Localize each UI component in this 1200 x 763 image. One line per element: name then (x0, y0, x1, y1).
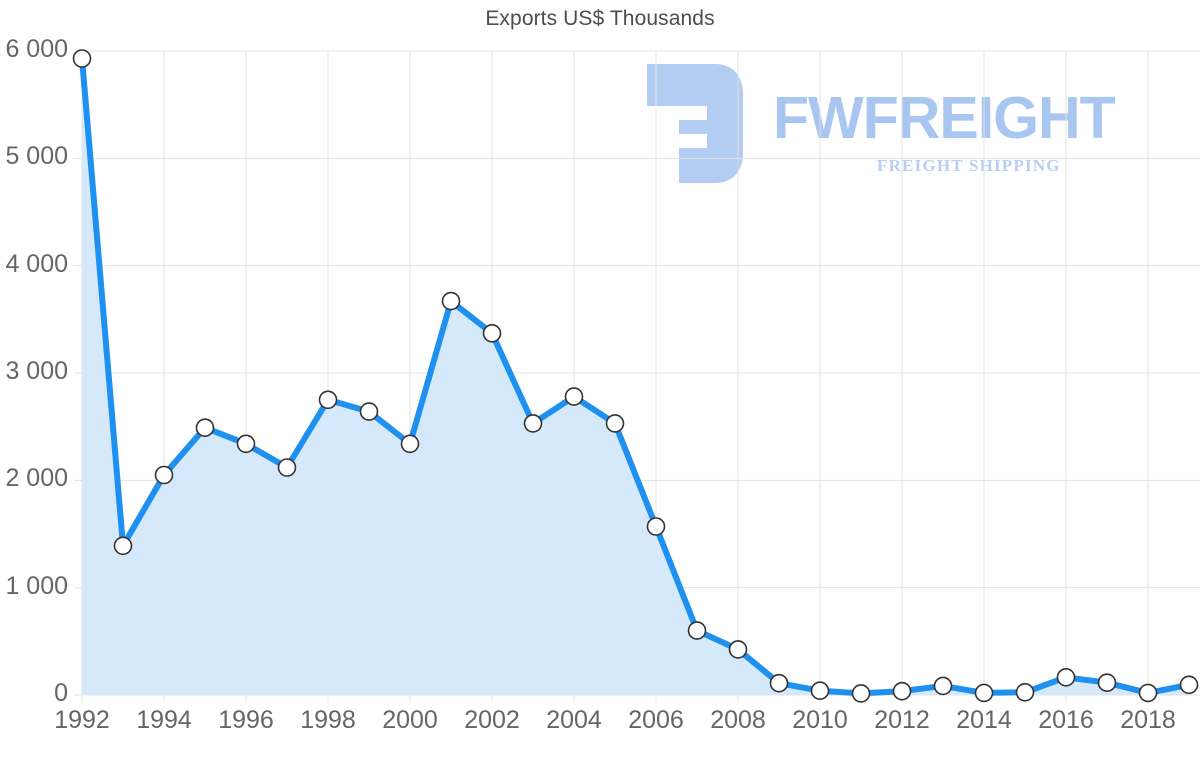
data-point-marker[interactable] (687, 621, 707, 640)
x-axis-tick-label: 2008 (710, 706, 766, 734)
x-axis-tick-label: 2010 (792, 706, 848, 734)
y-axis-tick-label: 2 000 (5, 464, 68, 493)
data-point-marker[interactable] (400, 434, 420, 454)
x-axis-tick-label: 2016 (1038, 706, 1094, 734)
data-point-marker[interactable] (236, 434, 256, 454)
y-axis-tick-label: 3 000 (5, 357, 68, 385)
data-point-marker[interactable] (646, 517, 666, 536)
y-axis-tick-label: 6 000 (5, 35, 68, 63)
x-axis-tick-label: 2000 (382, 706, 438, 734)
data-point-marker[interactable] (318, 390, 338, 410)
y-axis-tick-label: 5 000 (5, 142, 68, 171)
data-point-marker[interactable] (564, 387, 584, 406)
data-point-marker[interactable] (851, 684, 871, 703)
data-point-marker[interactable] (769, 673, 789, 693)
data-point-marker[interactable] (113, 536, 133, 556)
data-point-marker[interactable] (154, 465, 174, 485)
data-point-marker[interactable] (933, 676, 953, 696)
data-point-marker[interactable] (892, 681, 912, 701)
data-point-marker[interactable] (728, 640, 748, 659)
x-axis-tick-label: 2004 (546, 706, 602, 734)
data-point-marker[interactable] (482, 323, 502, 343)
data-point-marker[interactable] (1179, 675, 1199, 695)
y-axis-tick-label: 4 000 (5, 249, 68, 278)
data-point-markers (72, 49, 1199, 703)
y-axis-tick-label: 1 000 (5, 571, 68, 600)
data-point-marker[interactable] (810, 681, 830, 701)
x-axis-tick-label: 2006 (628, 706, 684, 734)
data-point-marker[interactable] (1015, 682, 1035, 702)
data-point-marker[interactable] (277, 458, 297, 477)
data-point-marker[interactable] (359, 402, 379, 421)
data-point-marker[interactable] (195, 418, 215, 438)
data-point-marker[interactable] (1097, 673, 1117, 693)
area-fill (82, 58, 1189, 695)
data-point-marker[interactable] (72, 49, 92, 68)
x-axis-tick-label: 1994 (136, 706, 192, 734)
data-point-marker[interactable] (974, 683, 994, 703)
data-line (79, 55, 1192, 697)
chart-title: Exports US$ Thousands (485, 7, 715, 30)
data-point-marker[interactable] (523, 414, 543, 433)
x-axis-tick-label: 1996 (218, 706, 274, 734)
data-point-marker[interactable] (441, 291, 461, 311)
data-point-marker[interactable] (1138, 683, 1158, 703)
x-axis-tick-label: 2014 (956, 706, 1012, 734)
x-axis-tick-label: 1998 (300, 706, 356, 734)
x-axis-tick-label: 1992 (54, 706, 110, 734)
data-point-marker[interactable] (1056, 667, 1076, 687)
x-axis-tick-label: 2012 (874, 706, 930, 734)
x-axis-tick-label: 2018 (1120, 706, 1176, 734)
y-axis-tick-label: 0 (54, 679, 68, 707)
data-point-marker[interactable] (605, 414, 625, 433)
x-axis-tick-label: 2002 (464, 706, 520, 734)
